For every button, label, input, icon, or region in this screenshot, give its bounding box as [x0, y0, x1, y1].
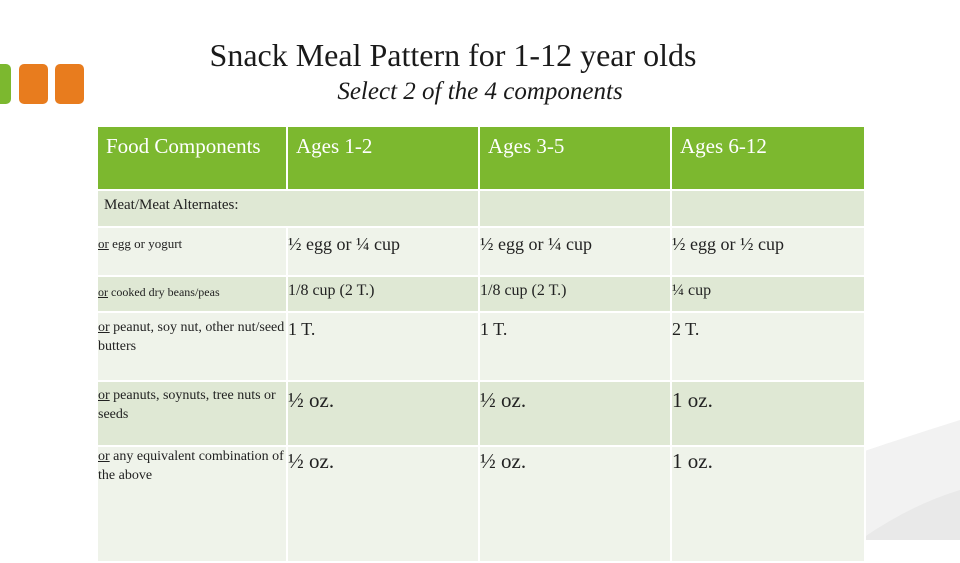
cell-ages-1-2: 1/8 cup (2 T.) [286, 275, 480, 313]
header-food-components: Food Components [96, 125, 288, 191]
table-row: or cooked dry beans/peas 1/8 cup (2 T.) … [96, 275, 866, 313]
or-prefix: or [98, 388, 110, 403]
food-cell: or peanuts, soynuts, tree nuts or seeds [96, 380, 288, 447]
or-prefix: or [98, 320, 110, 335]
cell-ages-6-12: 1 oz. [670, 380, 866, 447]
table-header-row: Food Components Ages 1-2 Ages 3-5 Ages 6… [96, 125, 866, 191]
food-label: cooked dry beans/peas [108, 285, 220, 299]
food-label: egg or yogurt [108, 236, 183, 251]
cell-ages-3-5: ½ oz. [478, 380, 672, 447]
food-cell: or cooked dry beans/peas [96, 275, 288, 313]
cell-ages-3-5: ½ egg or ¼ cup [478, 226, 672, 277]
slide-title: Snack Meal Pattern for 1-12 year olds [209, 37, 697, 73]
cell-ages-1-2: ½ oz. [286, 445, 480, 563]
food-cell: or peanut, soy nut, other nut/seed butte… [96, 311, 288, 382]
food-label: peanuts, soynuts, tree nuts or seeds [98, 388, 276, 422]
slide-subtitle: Select 2 of the 4 components [337, 78, 623, 105]
snack-meal-table: Food Components Ages 1-2 Ages 3-5 Ages 6… [96, 125, 866, 563]
cell-ages-3-5: ½ oz. [478, 445, 672, 563]
cell-ages-1-2: ½ egg or ¼ cup [286, 226, 480, 277]
table-row: or any equivalent combination of the abo… [96, 445, 866, 563]
section-empty-cell [670, 189, 866, 228]
orange-tab-shape [55, 64, 84, 104]
orange-tab-shape [19, 64, 48, 104]
food-label: peanut, soy nut, other nut/seed butters [98, 320, 285, 354]
or-prefix: or [98, 449, 110, 464]
table-row: or peanut, soy nut, other nut/seed butte… [96, 311, 866, 382]
header-ages-3-5: Ages 3-5 [478, 125, 672, 191]
section-row: Meat/Meat Alternates: [96, 189, 866, 228]
section-label: Meat/Meat Alternates: [96, 189, 480, 228]
cell-ages-3-5: 1/8 cup (2 T.) [478, 275, 672, 313]
cell-ages-6-12: 2 T. [670, 311, 866, 382]
header-ages-1-2: Ages 1-2 [286, 125, 480, 191]
header-ages-6-12: Ages 6-12 [670, 125, 866, 191]
or-prefix: or [98, 285, 108, 299]
cell-ages-6-12: ¼ cup [670, 275, 866, 313]
cell-ages-1-2: ½ oz. [286, 380, 480, 447]
green-tab-shape [0, 64, 11, 104]
cell-ages-3-5: 1 T. [478, 311, 672, 382]
table-row: or peanuts, soynuts, tree nuts or seeds … [96, 380, 866, 447]
table-row: or egg or yogurt ½ egg or ¼ cup ½ egg or… [96, 226, 866, 277]
section-empty-cell [478, 189, 672, 228]
food-cell: or egg or yogurt [96, 226, 288, 277]
cell-ages-6-12: 1 oz. [670, 445, 866, 563]
cell-ages-1-2: 1 T. [286, 311, 480, 382]
food-cell: or any equivalent combination of the abo… [96, 445, 288, 563]
decorative-tabs [0, 64, 86, 104]
cell-ages-6-12: ½ egg or ½ cup [670, 226, 866, 277]
or-prefix: or [98, 236, 109, 251]
food-label: any equivalent combination of the above [98, 449, 284, 483]
